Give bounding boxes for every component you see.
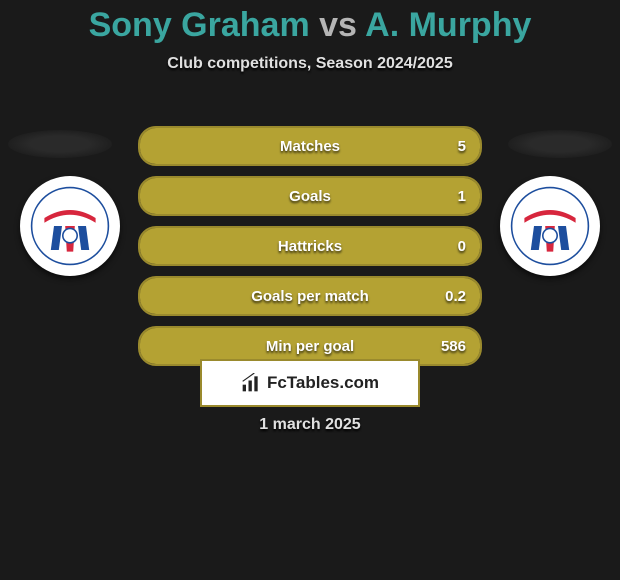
bar-chart-icon xyxy=(241,373,261,393)
stat-value: 5 xyxy=(458,128,466,164)
stat-label: Goals per match xyxy=(140,278,480,314)
shadow-ellipse-right xyxy=(508,130,612,158)
stat-row: Goals per match0.2 xyxy=(138,276,482,316)
club-badge-right xyxy=(500,176,600,276)
stat-value: 0 xyxy=(458,228,466,264)
club-crest-icon xyxy=(510,186,590,266)
club-crest-icon xyxy=(30,186,110,266)
club-badge-left xyxy=(20,176,120,276)
date-text: 1 march 2025 xyxy=(0,416,620,434)
stat-value: 586 xyxy=(441,328,466,364)
stat-row: Goals1 xyxy=(138,176,482,216)
subtitle: Club competitions, Season 2024/2025 xyxy=(0,55,620,73)
vs-text: vs xyxy=(319,6,357,44)
stat-value: 1 xyxy=(458,178,466,214)
stat-row: Hattricks0 xyxy=(138,226,482,266)
stat-label: Goals xyxy=(140,178,480,214)
player2-name: A. Murphy xyxy=(365,6,531,44)
brand-box: FcTables.com xyxy=(200,359,420,407)
stat-row: Matches5 xyxy=(138,126,482,166)
stat-rows: Matches5Goals1Hattricks0Goals per match0… xyxy=(138,126,482,376)
stat-label: Matches xyxy=(140,128,480,164)
stat-label: Hattricks xyxy=(140,228,480,264)
page-title: Sony Graham vs A. Murphy xyxy=(0,6,620,45)
brand-text: FcTables.com xyxy=(267,373,379,393)
player1-name: Sony Graham xyxy=(89,6,310,44)
shadow-ellipse-left xyxy=(8,130,112,158)
stat-value: 0.2 xyxy=(445,278,466,314)
